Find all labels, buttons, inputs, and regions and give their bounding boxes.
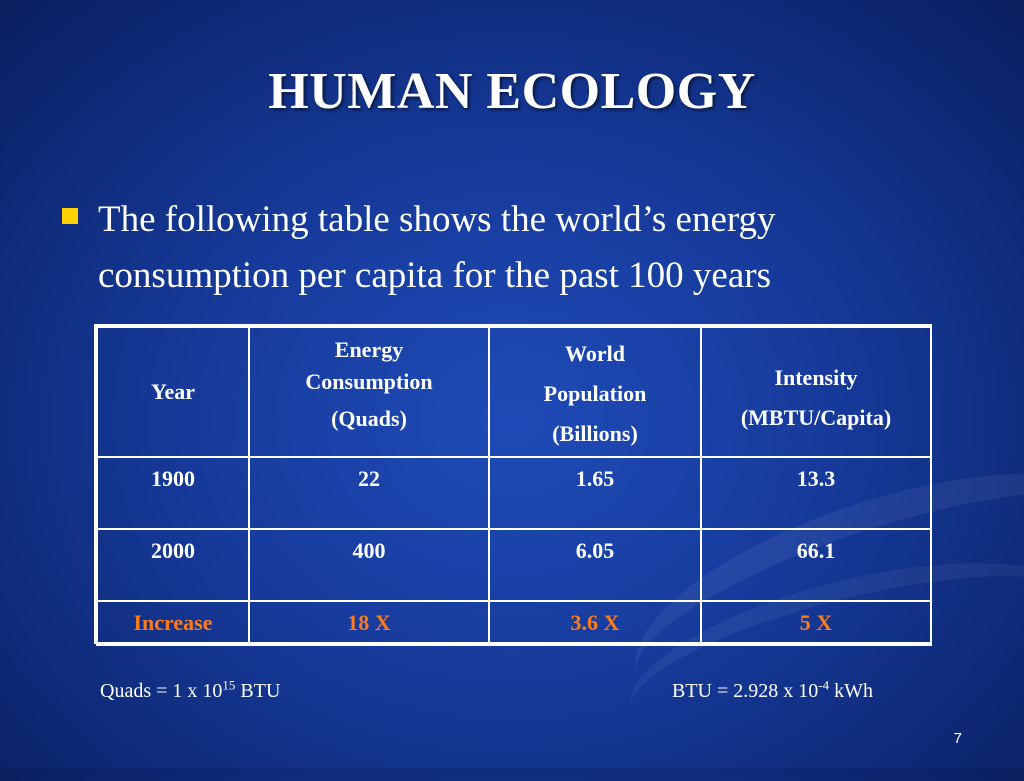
header-world-population: World Population (Billions) [488,326,702,458]
table-row-increase: Increase 18 X 3.6 X 5 X [96,600,932,646]
cell-increase-energy: 18 X [248,600,490,646]
cell-energy: 22 [248,456,490,530]
table-row: 2000 400 6.05 66.1 [96,528,932,602]
header-year: Year [96,326,250,458]
square-bullet-icon [62,208,78,224]
cell-intensity: 13.3 [700,456,932,530]
slide-title: HUMAN ECOLOGY [268,63,756,120]
footnote-quads: Quads = 1 x 1015 BTU [100,677,281,702]
bullet-text: The following table shows the world’s en… [98,199,776,296]
cell-population: 1.65 [488,456,702,530]
table-row: 1900 22 1.65 13.3 [96,456,932,530]
cell-year: 1900 [96,456,250,530]
energy-table-grid: Year Energy Consumption (Quads) World Po… [96,326,932,646]
cell-population: 6.05 [488,528,702,602]
cell-increase-intensity: 5 X [700,600,932,646]
bullet-point: The following table shows the world’s en… [62,192,942,304]
cell-intensity: 66.1 [700,528,932,602]
footnote-btu: BTU = 2.928 x 10-4 kWh [672,677,874,702]
cell-increase-population: 3.6 X [488,600,702,646]
slide-page-number: 7 [953,730,962,747]
energy-table: Year Energy Consumption (Quads) World Po… [94,324,932,646]
cell-increase-label: Increase [96,600,250,646]
header-intensity: Intensity (MBTU/Capita) [700,326,932,458]
table-header-row: Year Energy Consumption (Quads) World Po… [96,326,932,458]
header-energy-consumption: Energy Consumption (Quads) [248,326,490,458]
cell-year: 2000 [96,528,250,602]
cell-energy: 400 [248,528,490,602]
